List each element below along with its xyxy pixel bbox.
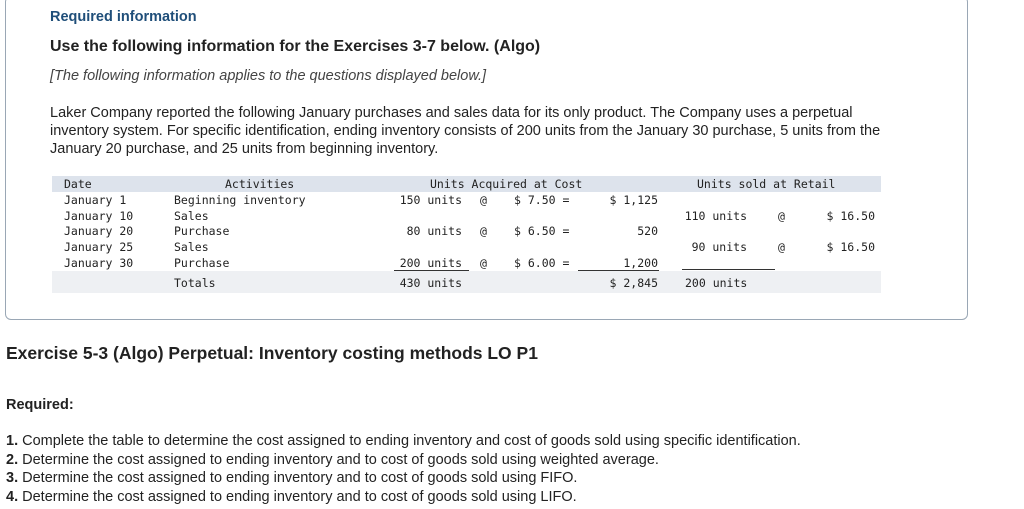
totals-acq-units: 430 units [399,276,462,290]
inventory-table: Date Activities Units Acquired at Cost U… [52,175,881,294]
row-acq-total: 1,200 [623,256,658,270]
row-acq-units: 80 units [406,224,462,238]
row-date: January 25 [64,240,134,254]
requirement-item: 3. Determine the cost assigned to ending… [6,469,801,488]
requirement-item: 1. Complete the table to determine the c… [6,432,801,451]
row-sold-price: $ 16.50 [826,240,875,254]
row-acq-units: 200 units [399,256,462,270]
row-activity: Purchase [174,256,230,270]
row-sold-units: 110 units [684,209,747,223]
requirement-text: Determine the cost assigned to ending in… [22,451,659,468]
row-acq-units: 150 units [399,193,462,207]
row-date: January 10 [64,209,134,223]
totals-sold-units: 200 units [685,276,748,290]
row-activity: Sales [174,209,209,223]
row-acq-at: @ [480,193,487,207]
required-information-label: Required information [50,9,197,25]
row-sold-at: @ [778,209,785,223]
required-label: Required: [6,397,74,413]
totals-row-background [52,271,881,293]
row-sold-at: @ [778,240,785,254]
requirement-number: 1. [6,433,19,449]
row-acq-cost: $ 6.50 = [514,224,570,238]
row-date: January 30 [64,256,134,270]
row-date: January 20 [64,224,134,238]
applies-note: [The following information applies to th… [50,68,487,84]
row-sold-price: $ 16.50 [826,209,875,223]
table-header-row [52,176,881,192]
totals-acq-total: $ 2,845 [609,276,658,290]
row-acq-at: @ [480,224,487,238]
problem-description: Laker Company reported the following Jan… [50,105,881,157]
requirement-text: Determine the cost assigned to ending in… [22,470,578,486]
row-activity: Beginning inventory [174,193,306,207]
header-units-sold: Units sold at Retail [697,177,836,191]
requirement-number: 4. [6,488,19,505]
units-sold-underline [682,269,775,270]
requirement-text: Determine the cost assigned to ending in… [22,488,577,505]
requirement-number: 3. [6,470,19,486]
cost-total-underline [578,270,659,271]
header-units-acquired: Units Acquired at Cost [430,177,583,191]
units-acquired-underline [394,270,469,271]
row-activity: Purchase [174,224,230,238]
row-acq-total: 520 [637,224,658,238]
required-information-panel [5,0,968,320]
requirement-text: Complete the table to determine the cost… [22,433,801,449]
header-activities: Activities [225,177,295,191]
requirement-number: 2. [6,451,19,468]
row-sold-units: 90 units [691,240,747,254]
row-acq-cost: $ 7.50 = [514,193,570,207]
header-date: Date [64,177,92,191]
exercise-title: Exercise 5-3 (Algo) Perpetual: Inventory… [6,343,538,363]
row-date: January 1 [64,193,127,207]
row-activity: Sales [174,240,209,254]
row-acq-at: @ [480,256,487,270]
totals-label: Totals [174,276,216,290]
exercises-heading: Use the following information for the Ex… [50,38,541,55]
row-acq-total: $ 1,125 [609,193,658,207]
requirement-item: 2. Determine the cost assigned to ending… [6,451,801,470]
requirements-list: 1. Complete the table to determine the c… [6,432,801,506]
requirement-item: 4. Determine the cost assigned to ending… [6,488,801,507]
row-acq-cost: $ 6.00 = [514,256,570,270]
